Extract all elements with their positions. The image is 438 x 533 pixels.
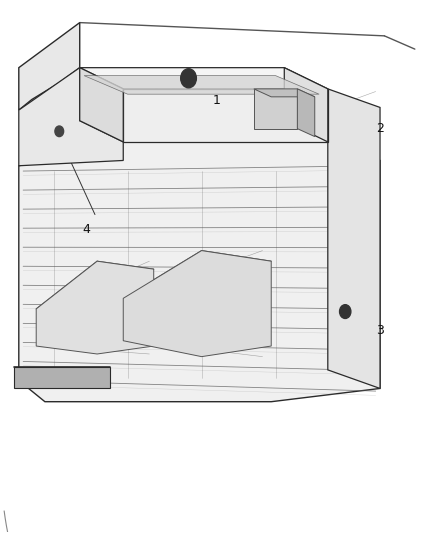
Circle shape [339, 305, 351, 318]
Circle shape [55, 126, 64, 136]
Polygon shape [36, 261, 154, 354]
Polygon shape [19, 22, 80, 110]
Polygon shape [297, 89, 315, 136]
Polygon shape [284, 68, 328, 142]
Polygon shape [19, 68, 123, 166]
Text: 4: 4 [82, 223, 90, 236]
Text: 2: 2 [377, 122, 385, 135]
Polygon shape [328, 89, 380, 389]
Polygon shape [123, 89, 328, 142]
Text: 1: 1 [213, 94, 221, 108]
Polygon shape [254, 89, 297, 128]
Polygon shape [19, 142, 380, 402]
Polygon shape [80, 68, 328, 89]
Polygon shape [123, 251, 271, 357]
Polygon shape [84, 76, 319, 94]
Text: 3: 3 [377, 324, 385, 337]
Polygon shape [254, 89, 315, 97]
Polygon shape [14, 367, 110, 389]
Circle shape [181, 69, 196, 88]
Polygon shape [80, 68, 123, 142]
